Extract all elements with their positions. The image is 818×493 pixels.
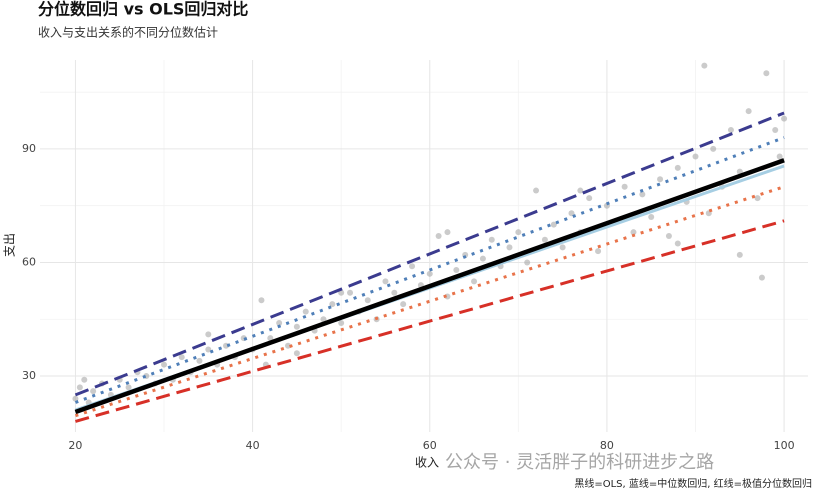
watermark: 公众号 · 灵活胖子的科研进步之路	[445, 452, 714, 473]
point	[586, 195, 593, 202]
point	[758, 274, 765, 281]
point	[692, 153, 699, 160]
point	[595, 248, 602, 255]
caption: 黑线=OLS, 蓝线=中位数回归, 红线=极值分位数回归	[574, 477, 812, 490]
point	[479, 255, 486, 262]
point	[648, 214, 655, 221]
point	[302, 308, 309, 315]
x-tick-label: 100	[774, 439, 795, 452]
x-tick-label: 20	[68, 439, 82, 452]
point	[665, 232, 672, 239]
point	[763, 70, 770, 77]
point	[125, 384, 132, 391]
point	[347, 289, 354, 296]
quantile-line	[74, 136, 785, 404]
point	[320, 316, 327, 323]
point	[550, 221, 557, 228]
point	[639, 191, 646, 198]
quantile-line	[75, 219, 785, 423]
point	[338, 320, 345, 327]
point	[541, 236, 548, 243]
point	[506, 244, 513, 251]
point	[453, 267, 460, 274]
point	[444, 229, 451, 236]
point	[285, 342, 292, 349]
point	[178, 354, 185, 361]
x-tick-label: 40	[246, 439, 260, 452]
point	[630, 229, 637, 236]
point	[382, 278, 389, 285]
quantile-line	[74, 158, 785, 415]
point	[657, 176, 664, 183]
point	[577, 187, 584, 194]
point	[772, 127, 779, 134]
y-tick-label: 60	[22, 255, 36, 268]
point	[196, 357, 203, 364]
point	[781, 115, 788, 122]
point	[745, 108, 752, 115]
point	[426, 270, 433, 277]
point	[205, 331, 212, 338]
point	[674, 164, 681, 171]
point	[754, 195, 761, 202]
chart-title: 分位数回归 vs OLS回归对比	[38, 0, 248, 19]
point	[161, 361, 168, 368]
point	[267, 335, 274, 342]
point	[621, 183, 628, 190]
x-tick-label: 80	[600, 439, 614, 452]
point	[559, 244, 566, 251]
point	[258, 297, 265, 304]
x-axis-label: 收入	[415, 456, 439, 470]
point	[205, 346, 212, 353]
y-tick-label: 30	[22, 369, 36, 382]
chart-subtitle: 收入与支出关系的不同分位数估计	[38, 25, 218, 40]
point	[533, 187, 540, 194]
point	[568, 210, 575, 217]
point	[400, 301, 407, 308]
point	[736, 251, 743, 258]
point	[329, 301, 336, 308]
point	[409, 263, 416, 270]
x-tick-label: 60	[423, 439, 437, 452]
point	[293, 323, 300, 330]
point	[674, 240, 681, 247]
point	[776, 153, 783, 160]
point	[276, 320, 283, 327]
point	[471, 278, 478, 285]
point	[488, 236, 495, 243]
point	[90, 388, 97, 395]
point	[72, 395, 79, 402]
point	[701, 62, 708, 69]
y-axis-label: 支出	[3, 233, 17, 257]
y-tick-label: 90	[22, 142, 36, 155]
point	[364, 297, 371, 304]
quantile-line	[74, 111, 785, 397]
point	[515, 229, 522, 236]
point	[727, 127, 734, 134]
point	[710, 145, 717, 152]
point	[293, 350, 300, 357]
point	[76, 384, 83, 391]
point	[524, 259, 531, 266]
point	[391, 289, 398, 296]
point	[435, 232, 442, 239]
point	[81, 376, 88, 383]
